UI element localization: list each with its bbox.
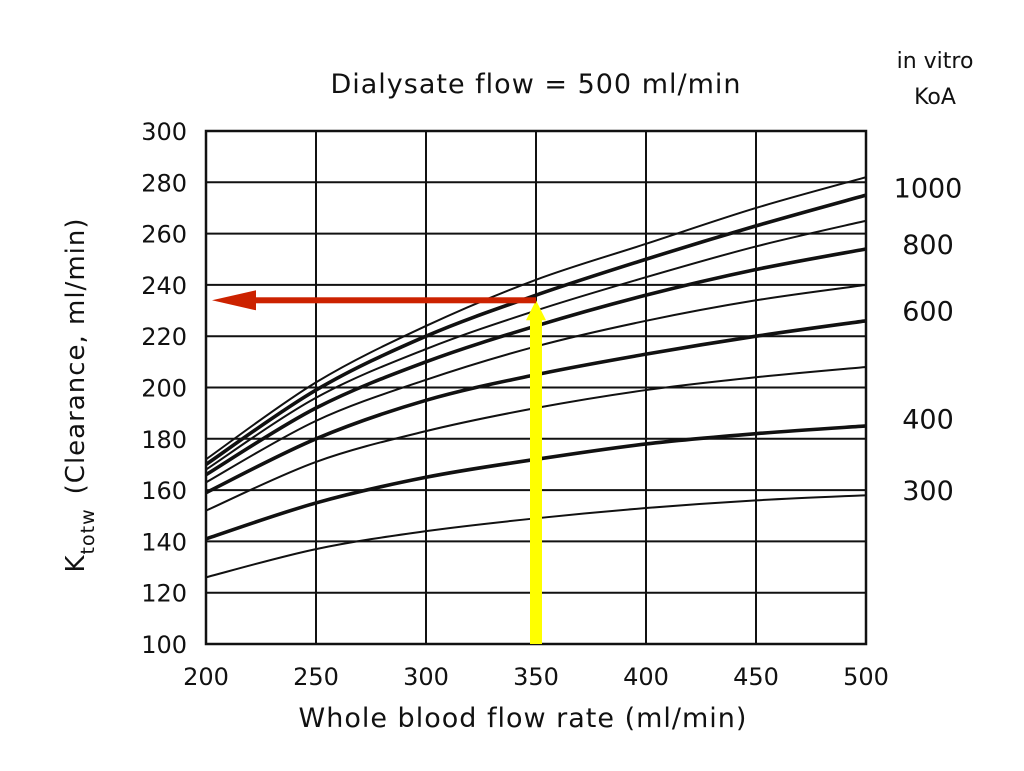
y-tick-label: 220: [141, 323, 187, 351]
x-tick-label: 400: [623, 663, 669, 691]
y-tick-label: 120: [141, 580, 187, 608]
y-tick-label: 260: [141, 221, 187, 249]
yellow-arrow-head: [526, 300, 546, 321]
x-tick-label: 250: [293, 663, 339, 691]
y-axis-label-rest: (Clearance, ml/min): [61, 218, 91, 495]
y-tick-label: 180: [141, 426, 187, 454]
red-arrow-shaft: [246, 297, 536, 304]
y-tick-label: 140: [141, 528, 187, 556]
y-axis-label: Ktotw (Clearance, ml/min): [61, 218, 99, 573]
koa-label: 800: [902, 230, 954, 261]
koa-label: 1000: [894, 173, 963, 204]
y-tick-label: 240: [141, 272, 187, 300]
series-line-2: [204, 193, 867, 466]
x-tick-label: 350: [513, 663, 559, 691]
series-line-1: [205, 176, 867, 461]
koa-label: 600: [902, 297, 954, 328]
koa-label: 400: [902, 404, 954, 435]
red-arrow-head: [212, 290, 256, 311]
y-tick-label: 300: [141, 118, 187, 146]
y-tick-label: 100: [141, 631, 187, 659]
koa-header-line2: KoA: [914, 85, 956, 110]
koa-label: 300: [902, 476, 954, 507]
y-tick-label: 280: [141, 169, 187, 197]
x-tick-label: 200: [183, 663, 229, 691]
x-tick-label: 450: [733, 663, 779, 691]
y-tick-label: 200: [141, 375, 187, 403]
x-axis-label: Whole blood flow rate (ml/min): [299, 703, 748, 734]
y-tick-label: 160: [141, 477, 187, 505]
yellow-arrow-shaft: [530, 318, 542, 644]
y-axis-label-main: K: [61, 554, 91, 572]
x-tick-label: 500: [843, 663, 889, 691]
chart-title: Dialysate flow = 500 ml/min: [330, 69, 741, 100]
x-tick-label: 300: [403, 663, 449, 691]
koa-header-line1: in vitro: [897, 49, 974, 74]
y-axis-label-sub: totw: [77, 508, 99, 554]
y-axis-label-group: Ktotw (Clearance, ml/min): [61, 218, 99, 573]
